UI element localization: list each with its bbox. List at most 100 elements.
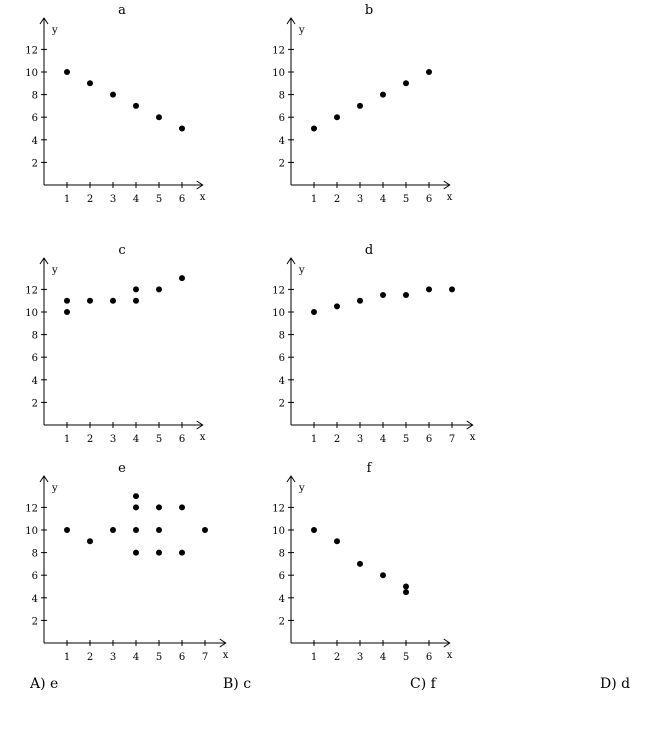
answer-choice-d[interactable]: D) d (600, 676, 631, 692)
y-axis-arrow-icon (39, 17, 49, 25)
y-tick-label: 4 (32, 376, 38, 387)
data-point (311, 125, 317, 132)
y-axis-arrow-icon (286, 257, 296, 265)
x-tick-label: 5 (156, 652, 162, 663)
y-axis-label: y (298, 25, 305, 36)
data-point (110, 91, 116, 98)
x-tick-label: 1 (311, 434, 317, 445)
y-tick-label: 4 (279, 136, 285, 147)
answer-choice-b[interactable]: B) c (223, 676, 252, 692)
x-axis-label: x (447, 192, 453, 203)
data-point (357, 560, 363, 567)
y-tick-label: 6 (32, 571, 38, 582)
y-tick-label: 12 (272, 503, 285, 514)
data-point (64, 527, 70, 533)
plot-title-a: a (118, 3, 126, 18)
data-point (403, 80, 409, 87)
y-tick-label: 4 (32, 594, 38, 605)
x-tick-label: 5 (403, 652, 409, 663)
y-tick-label: 2 (279, 616, 285, 627)
data-point (87, 297, 93, 304)
x-axis-label: x (200, 432, 206, 443)
data-point (179, 275, 185, 282)
x-axis-arrow-icon (443, 180, 451, 190)
y-tick-label: 8 (32, 91, 38, 102)
data-point (156, 114, 162, 121)
data-point (403, 589, 409, 596)
x-tick-label: 2 (87, 194, 93, 205)
data-point (87, 80, 93, 87)
x-tick-label: 3 (357, 652, 363, 663)
y-tick-label: 12 (25, 45, 38, 56)
x-tick-label: 6 (179, 652, 185, 663)
x-axis-arrow-icon (196, 420, 204, 430)
x-tick-label: 6 (426, 652, 432, 663)
x-tick-label: 4 (380, 652, 386, 663)
data-point (357, 102, 363, 109)
data-point (133, 297, 139, 304)
y-tick-label: 4 (32, 136, 38, 147)
y-tick-label: 10 (25, 308, 38, 319)
x-tick-label: 6 (426, 194, 432, 205)
y-tick-label: 8 (279, 549, 285, 560)
answer-choice-a[interactable]: A) e (30, 676, 59, 692)
y-tick-label: 2 (32, 616, 38, 627)
y-tick-label: 4 (279, 376, 285, 387)
data-point (403, 583, 409, 590)
data-point (133, 102, 139, 109)
y-tick-label: 12 (25, 503, 38, 514)
data-point (64, 297, 70, 304)
y-tick-label: 6 (279, 113, 285, 124)
y-tick-label: 10 (272, 308, 285, 319)
x-tick-label: 4 (133, 652, 139, 663)
x-tick-label: 5 (156, 194, 162, 205)
y-tick-label: 12 (272, 285, 285, 296)
x-tick-label: 1 (64, 434, 70, 445)
plot-title-e: e (118, 461, 126, 476)
y-axis-label: y (51, 265, 58, 276)
x-tick-label: 7 (202, 652, 208, 663)
data-point (334, 303, 340, 310)
data-point (179, 504, 185, 511)
x-tick-label: 2 (334, 194, 340, 205)
x-tick-label: 2 (87, 652, 93, 663)
y-tick-label: 2 (32, 158, 38, 169)
y-tick-label: 8 (279, 91, 285, 102)
x-axis-arrow-icon (443, 638, 451, 648)
x-tick-label: 6 (179, 194, 185, 205)
y-tick-label: 2 (32, 398, 38, 409)
data-point (449, 286, 455, 293)
y-tick-label: 8 (279, 331, 285, 342)
data-point (311, 309, 317, 315)
data-point (311, 527, 317, 533)
data-point (179, 549, 185, 556)
y-tick-label: 6 (32, 353, 38, 364)
data-point (64, 69, 70, 75)
answer-choice-c[interactable]: C) f (410, 676, 436, 692)
x-tick-label: 6 (426, 434, 432, 445)
data-point (426, 69, 432, 75)
x-tick-label: 6 (179, 434, 185, 445)
y-axis-label: y (51, 483, 58, 494)
y-axis-arrow-icon (286, 475, 296, 483)
plot-title-f: f (367, 461, 373, 476)
y-axis-arrow-icon (286, 17, 296, 25)
data-point (156, 527, 162, 533)
x-axis-label: x (470, 432, 476, 443)
y-axis-arrow-icon (39, 475, 49, 483)
x-tick-label: 3 (110, 194, 116, 205)
plot-title-c: c (118, 243, 125, 258)
data-point (64, 309, 70, 315)
data-point (156, 504, 162, 511)
y-tick-label: 8 (32, 331, 38, 342)
data-point (133, 286, 139, 293)
data-point (426, 286, 432, 293)
data-point (133, 504, 139, 511)
y-tick-label: 2 (279, 158, 285, 169)
y-tick-label: 10 (272, 526, 285, 537)
x-tick-label: 1 (311, 194, 317, 205)
